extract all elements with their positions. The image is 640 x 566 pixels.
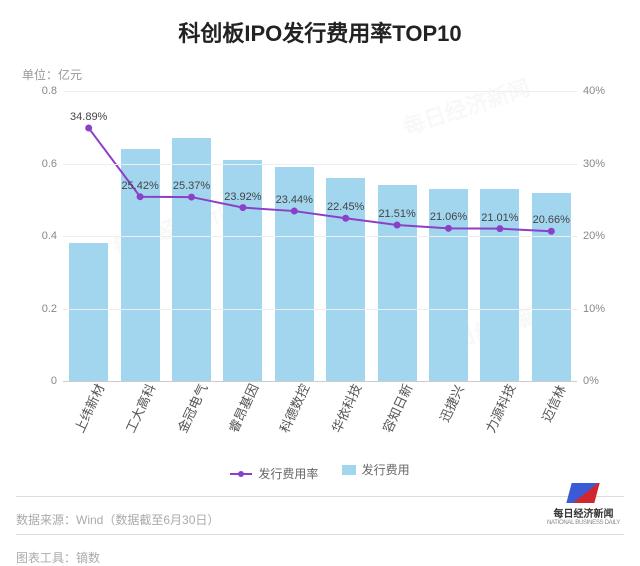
legend-line-label: 发行费用率: [258, 465, 318, 482]
ytick-left: 0: [25, 375, 57, 387]
logo-mark-icon: [567, 483, 600, 503]
ytick-right: 20%: [583, 230, 615, 242]
chart-title: 科创板IPO发行费用率TOP10: [16, 16, 624, 48]
x-axis-labels: 上纬新材工大高科金冠电气睿昂基因科德数控华依科技容知日新迅捷兴力源科技迈信林: [63, 383, 577, 461]
ytick-right: 10%: [583, 303, 615, 315]
footer-source: 数据来源：Wind（数据截至6月30日）: [16, 505, 624, 528]
legend-bar-label: 发行费用: [362, 461, 410, 478]
x-category-label: 睿昂基因: [223, 380, 262, 435]
ytick-left: 0.6: [25, 158, 57, 170]
value-label: 21.01%: [481, 212, 518, 224]
x-category-label: 科德数控: [275, 380, 314, 435]
ytick-left: 0.8: [25, 85, 57, 97]
x-category-label: 容知日新: [377, 380, 416, 435]
plot-area: 00.20.40.60.8 0%10%20%30%40% 34.89%25.42…: [25, 91, 615, 381]
legend-bar-swatch: [342, 465, 356, 475]
footer: 数据来源：Wind（数据截至6月30日） 图表工具：镝数: [16, 496, 624, 566]
legend-bar-item: 发行费用: [342, 461, 410, 478]
footer-tool: 图表工具：镝数: [16, 543, 624, 566]
value-label: 20.66%: [533, 214, 570, 226]
bar: [172, 138, 211, 381]
value-label: 34.89%: [70, 111, 107, 123]
value-label: 25.42%: [121, 180, 158, 192]
y-axis-right: 0%10%20%30%40%: [579, 91, 615, 381]
value-label: 23.44%: [276, 194, 313, 206]
ytick-right: 0%: [583, 375, 615, 387]
ytick-left: 0.4: [25, 230, 57, 242]
legend-line-swatch: [230, 473, 252, 475]
x-category-label: 上纬新材: [69, 380, 108, 435]
publisher-logo: 每日经济新闻 NATIONAL BUSINESS DAILY: [547, 483, 620, 526]
chart-container: 每日经济新闻 每日经济新闻 每日经济新闻 科创板IPO发行费用率TOP10 单位…: [0, 0, 640, 544]
legend: 发行费用率 发行费用: [16, 461, 624, 482]
x-category-label: 迈信林: [537, 381, 571, 424]
ytick-left: 0.2: [25, 303, 57, 315]
value-label: 21.06%: [430, 212, 467, 224]
x-category-label: 金冠电气: [172, 380, 211, 435]
value-label: 21.51%: [378, 208, 415, 220]
y-axis-left: 00.20.40.60.8: [25, 91, 61, 381]
bar: [69, 243, 108, 381]
plot-inner: 34.89% 25.42% 25.37% 23.92% 23.44% 22.45% 21.5…: [63, 91, 577, 381]
unit-label: 单位：亿元: [22, 66, 624, 83]
x-category-label: 华依科技: [326, 380, 365, 435]
ytick-right: 30%: [583, 158, 615, 170]
x-category-label: 迅捷兴: [434, 381, 468, 424]
value-label: 23.92%: [224, 191, 261, 203]
value-label: 22.45%: [327, 201, 364, 213]
legend-line-item: 发行费用率: [230, 465, 318, 482]
value-label: 25.37%: [173, 180, 210, 192]
logo-brand: 每日经济新闻: [547, 505, 620, 520]
x-category-label: 力源科技: [480, 380, 519, 435]
ytick-right: 40%: [583, 85, 615, 97]
logo-sub: NATIONAL BUSINESS DAILY: [547, 520, 620, 526]
x-category-label: 工大高科: [120, 380, 159, 435]
